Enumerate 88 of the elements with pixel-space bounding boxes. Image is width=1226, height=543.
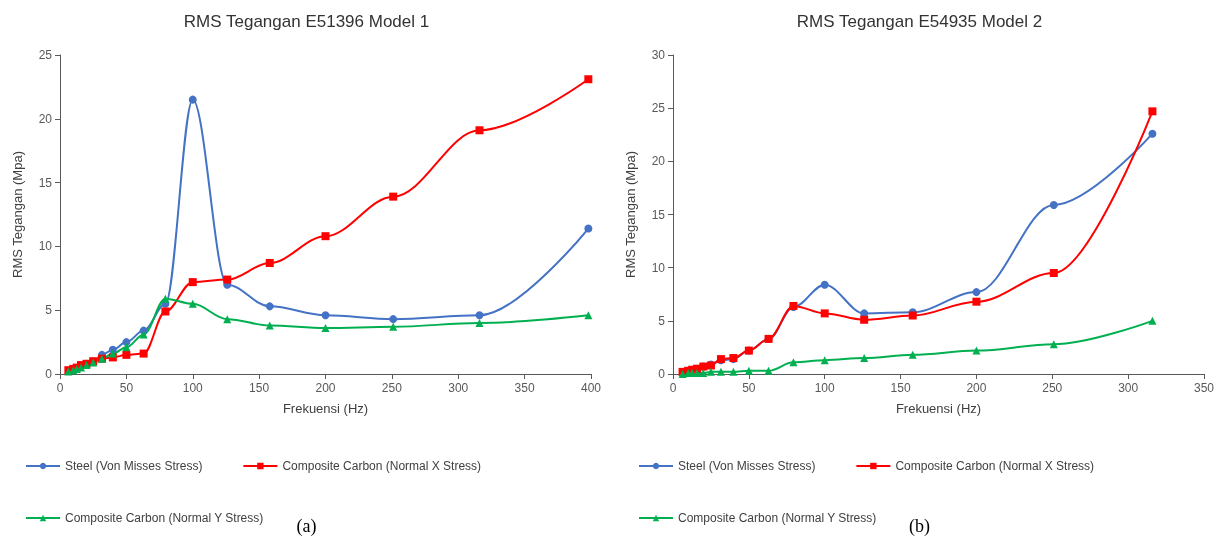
legend-label: Composite Carbon (Normal Y Stress) [65,511,264,525]
point [584,224,593,233]
chart-title: RMS Tegangan E51396 Model 1 [183,12,430,31]
point [265,302,274,311]
x-tick-label: 150 [249,381,270,395]
x-tick-label: 350 [514,381,535,395]
point [188,278,197,287]
point [321,311,330,320]
point [584,75,593,84]
point [265,258,274,267]
x-tick-label: 200 [315,381,336,395]
y-tick-label: 20 [651,154,666,169]
y-tick-label: 15 [651,207,666,222]
y-tick-label: 20 [38,111,53,126]
legend-label: Composite Carbon (Normal Y Stress) [678,511,877,525]
y-tick-label: 10 [38,239,53,254]
x-tick-label: 250 [381,381,403,395]
y-tick-label: 15 [38,175,53,190]
point [321,324,330,333]
point [108,349,117,358]
point [321,232,330,241]
point [389,192,398,201]
x-tick-label: 0 [669,381,677,395]
point [972,297,981,306]
y-tick-label: 0 [45,367,53,381]
point [139,349,148,358]
point [475,311,484,320]
point [475,126,484,135]
y-tick-label: 5 [658,313,666,328]
point [122,350,131,359]
x-tick-label: 350 [1193,381,1215,395]
point [1049,268,1058,277]
point [729,367,738,376]
x-tick-label: 100 [182,381,204,395]
y-tick-label: 0 [658,367,666,381]
point [1148,129,1157,138]
point [389,322,398,331]
point [820,280,829,289]
point [699,368,708,377]
point [908,350,917,359]
chart-title: RMS Tegangan E54935 Model 2 [796,12,1043,31]
point [860,354,869,363]
x-tick-label: 50 [742,381,756,395]
x-tick-label: 100 [814,381,836,395]
x-tick-label: 0 [56,381,64,395]
point [764,366,773,375]
x-tick-label: 400 [580,381,602,395]
point [972,346,981,355]
x-tick-label: 150 [890,381,911,395]
y-axis-title: RMS Tegangan (Mpa) [10,151,25,278]
text: (b) [909,516,930,536]
x-tick-label: 250 [1042,381,1063,395]
y-tick-label: 25 [38,48,53,62]
point [161,307,170,316]
point [475,318,484,327]
point [1148,107,1157,116]
point [223,275,232,284]
point [789,358,798,367]
point [972,288,981,297]
point [1148,316,1157,325]
point [265,321,274,330]
point [161,294,170,303]
point [860,315,869,324]
x-tick-label: 50 [119,381,134,395]
point [744,366,753,375]
y-tick-label: 30 [651,48,666,62]
legend-label: Steel (Von Misses Stress) [678,459,816,473]
y-tick-label: 5 [45,303,53,318]
point [820,309,829,318]
point [1049,200,1058,209]
point [122,343,131,352]
legend-label: Composite Carbon (Normal X Stress) [895,459,1095,473]
y-axis-title: RMS Tegangan (Mpa) [623,151,638,278]
x-axis-title: Frekuensi (Hz) [282,401,369,416]
point [706,367,715,376]
x-tick-label: 300 [1118,381,1139,395]
x-tick-label: 300 [448,381,469,395]
x-tick-label: 200 [966,381,987,395]
point [188,95,197,104]
point [716,367,725,376]
point [389,315,398,324]
y-tick-label: 10 [651,260,666,275]
legend-label: Steel (Von Misses Stress) [65,459,203,473]
x-axis-title: Frekuensi (Hz) [895,401,982,416]
legend-label: Composite Carbon (Normal X Stress) [282,459,482,473]
point [188,299,197,308]
text: (a) [296,516,317,536]
y-tick-label: 25 [651,101,666,116]
